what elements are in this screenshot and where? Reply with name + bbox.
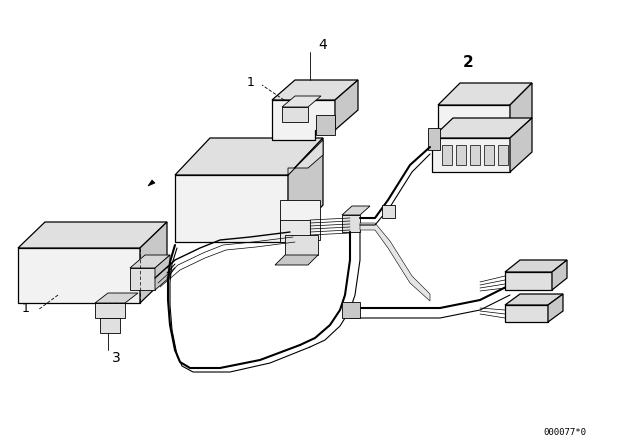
Polygon shape xyxy=(498,145,508,165)
Polygon shape xyxy=(510,118,532,172)
Polygon shape xyxy=(100,318,120,333)
Text: 2: 2 xyxy=(463,55,474,69)
Polygon shape xyxy=(95,293,138,303)
Polygon shape xyxy=(505,260,567,272)
Polygon shape xyxy=(285,235,318,255)
Polygon shape xyxy=(95,303,125,318)
Polygon shape xyxy=(316,115,335,135)
Polygon shape xyxy=(342,206,370,215)
Polygon shape xyxy=(175,175,288,242)
Text: 1: 1 xyxy=(247,76,255,89)
Polygon shape xyxy=(280,200,320,240)
Polygon shape xyxy=(342,302,360,318)
Text: 000077*0: 000077*0 xyxy=(543,427,586,436)
Polygon shape xyxy=(382,205,395,218)
Polygon shape xyxy=(140,222,167,303)
Polygon shape xyxy=(505,294,563,305)
Polygon shape xyxy=(280,220,310,242)
Text: 4: 4 xyxy=(318,38,327,52)
Polygon shape xyxy=(282,107,308,122)
Polygon shape xyxy=(552,260,567,290)
Polygon shape xyxy=(130,268,155,290)
Polygon shape xyxy=(18,248,140,303)
Polygon shape xyxy=(438,105,510,140)
Polygon shape xyxy=(282,96,321,107)
Polygon shape xyxy=(335,80,358,130)
Polygon shape xyxy=(18,222,167,248)
Polygon shape xyxy=(288,140,323,175)
Text: 3: 3 xyxy=(112,351,121,365)
Polygon shape xyxy=(148,180,155,186)
Polygon shape xyxy=(130,255,170,268)
Polygon shape xyxy=(272,80,358,100)
Polygon shape xyxy=(442,145,452,165)
Polygon shape xyxy=(432,118,532,138)
Polygon shape xyxy=(360,223,430,301)
Polygon shape xyxy=(272,100,335,140)
Polygon shape xyxy=(175,138,323,175)
Polygon shape xyxy=(484,145,494,165)
Text: 1: 1 xyxy=(22,302,30,314)
Polygon shape xyxy=(505,305,548,322)
Polygon shape xyxy=(342,215,360,232)
Polygon shape xyxy=(510,83,532,140)
Polygon shape xyxy=(288,138,323,242)
Polygon shape xyxy=(548,294,563,322)
Polygon shape xyxy=(505,272,552,290)
Polygon shape xyxy=(438,83,532,105)
Polygon shape xyxy=(456,145,466,165)
Polygon shape xyxy=(428,128,440,150)
Polygon shape xyxy=(432,138,510,172)
Polygon shape xyxy=(470,145,480,165)
Polygon shape xyxy=(275,255,318,265)
Polygon shape xyxy=(155,255,170,290)
